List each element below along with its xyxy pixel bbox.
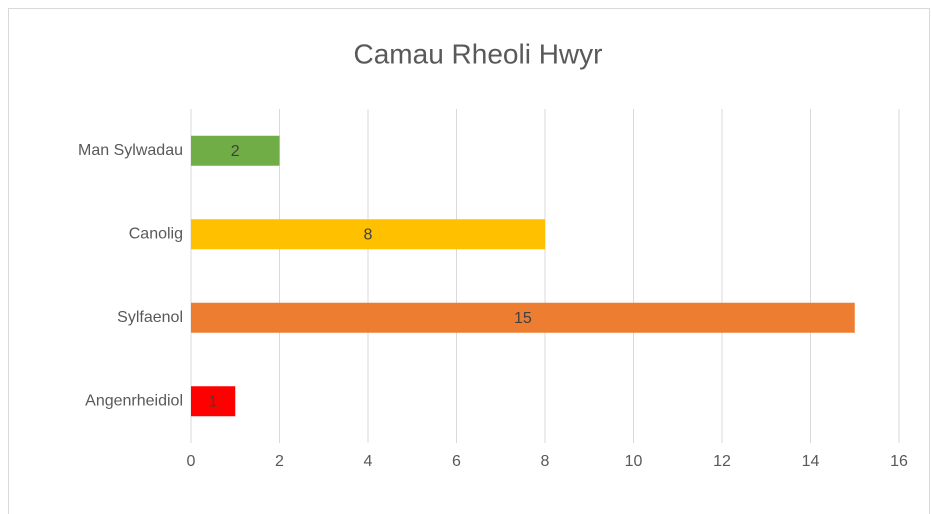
bar <box>191 219 545 250</box>
y-tick-label: Sylfaenol <box>117 309 183 326</box>
bar <box>191 135 280 166</box>
y-tick-label: Angenrheidiol <box>85 392 183 409</box>
bar <box>191 386 236 417</box>
y-tick-label: Canolig <box>129 225 183 242</box>
x-tick-label: 0 <box>187 453 196 470</box>
x-tick-label: 6 <box>452 453 461 470</box>
y-tick-label: Man Sylwadau <box>78 142 183 159</box>
x-tick-label: 12 <box>713 453 731 470</box>
chart-border <box>8 8 930 514</box>
data-label: 15 <box>514 310 532 327</box>
x-tick-label: 14 <box>802 453 820 470</box>
chart-title: Camau Rheoli Hwyr <box>354 38 603 69</box>
x-tick-label: 2 <box>275 453 284 470</box>
x-tick-label: 10 <box>625 453 643 470</box>
data-label: 8 <box>364 226 373 243</box>
data-label: 1 <box>209 393 218 410</box>
x-tick-label: 8 <box>541 453 550 470</box>
x-tick-label: 16 <box>890 453 908 470</box>
data-label: 2 <box>231 143 240 160</box>
x-tick-label: 4 <box>364 453 373 470</box>
bar <box>191 302 855 333</box>
